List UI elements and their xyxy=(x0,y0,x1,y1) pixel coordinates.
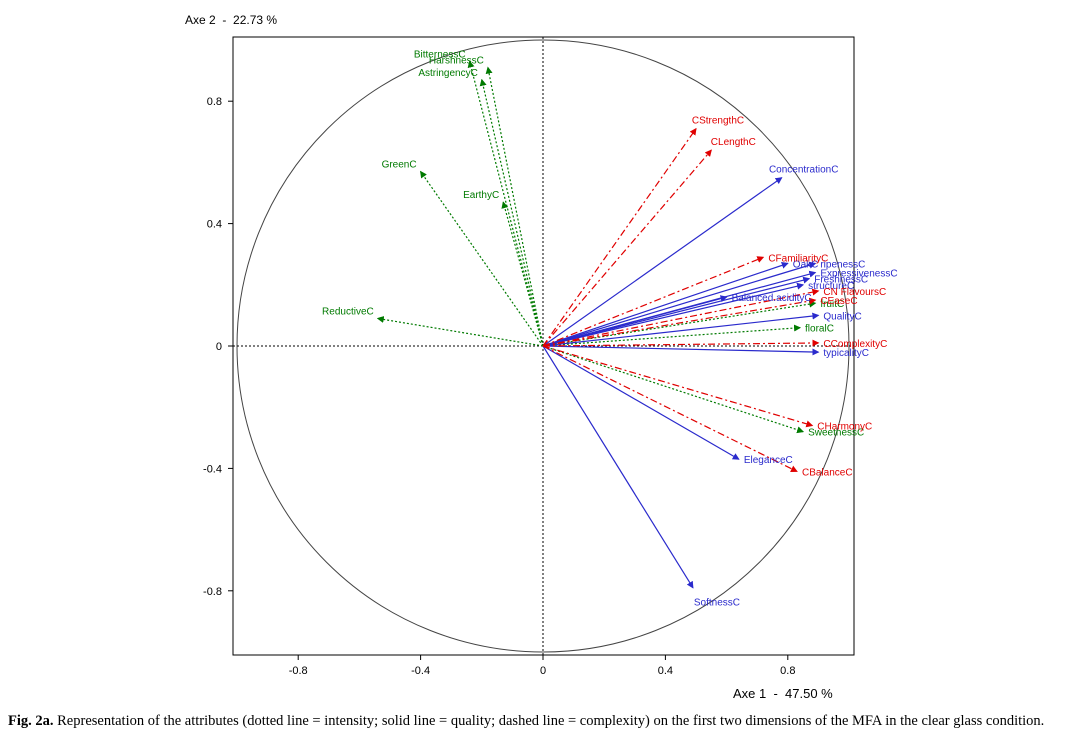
vector-label-concentrationc: ConcentrationC xyxy=(769,165,838,176)
vector-harshnessc xyxy=(485,66,544,347)
y-axis-title: Axe 2 - 22.73 % xyxy=(185,13,277,27)
vector-label-fruitc: fruitC xyxy=(820,299,844,310)
vector-cbalancec xyxy=(542,345,798,472)
vector-ccomplexityc xyxy=(542,339,820,347)
y-tick-label: -0.4 xyxy=(203,463,222,475)
vector-typicalityc xyxy=(542,345,820,356)
x-tick-label: -0.4 xyxy=(411,665,430,677)
vector-label-clengthc: CLengthC xyxy=(711,137,756,148)
vector-sweetnessc xyxy=(542,345,805,434)
vector-earthyc xyxy=(501,201,544,347)
vector-oakc xyxy=(542,261,789,347)
vector-label-astringencyc: AstringencyC xyxy=(418,68,477,79)
vector-astringencyc xyxy=(479,78,544,347)
vector-label-expressivenessc: ExpressivenessC xyxy=(820,269,897,280)
vector-greenc xyxy=(420,170,544,347)
x-axis-title: Axe 1 - 47.50 % xyxy=(733,686,833,701)
x-tick-label: 0.4 xyxy=(658,665,673,677)
vector-balanced-acidityc xyxy=(542,295,728,347)
vector-bitternessc xyxy=(467,60,544,347)
vector-label-typicalityc: typicalityC xyxy=(823,348,869,359)
vector-label-ccomplexityc: CComplexityC xyxy=(823,339,887,350)
vector-label-charmonyc: CHarmonyC xyxy=(817,422,872,433)
vector-label-balanced-acidityc: Balanced.acidityC xyxy=(732,293,812,304)
vector-label-structurec: structureC xyxy=(808,281,854,292)
vector-label-cn-flavoursc: CN FlavoursC xyxy=(823,287,886,298)
vector-concentrationc xyxy=(542,177,783,347)
vector-label-reductivec: ReductiveC xyxy=(322,306,374,317)
vector-label-freshnessc: FreshnessC xyxy=(814,275,868,286)
vector-label-cstrengthc: CStrengthC xyxy=(692,116,744,127)
vector-label-earthyc: EarthyC xyxy=(463,190,499,201)
caption-label: Fig. 2a. xyxy=(8,713,54,729)
vector-cfamiliarityc xyxy=(542,256,765,347)
vector-label-elegancec: EleganceC xyxy=(744,455,793,466)
vector-label-greenc: GreenC xyxy=(382,160,417,171)
vector-elegancec xyxy=(542,345,740,460)
caption-text: Representation of the attributes (dotted… xyxy=(53,713,1045,729)
y-tick-label: 0.4 xyxy=(207,219,222,231)
figure-caption: Fig. 2a. Representation of the attribute… xyxy=(8,712,1074,731)
y-tick-label: 0 xyxy=(216,341,222,353)
vector-structurec xyxy=(542,282,805,347)
vector-label-bitternessc: BitternessC xyxy=(414,49,466,60)
mfa-correlation-chart: -0.8 -0.4 0 0.4 0.8 0.8 0.4 0 -0.4 -0.8 Bitternes… xyxy=(185,13,898,701)
vector-ripenessc xyxy=(542,261,817,347)
vector-cstrengthc xyxy=(542,127,697,347)
vector-softnessc xyxy=(542,345,694,589)
vector-label-cfamiliarityc: CFamiliarityC xyxy=(768,253,828,264)
x-tick-label: -0.8 xyxy=(289,665,308,677)
vector-label-oakc: OakC xyxy=(793,259,819,270)
vector-label-harshnessc: HarshnessC xyxy=(429,56,484,67)
x-tick-label: 0 xyxy=(540,665,546,677)
vector-qualityc xyxy=(542,312,820,347)
y-tick-label: 0.8 xyxy=(207,96,222,108)
y-tick-label: -0.8 xyxy=(203,586,222,598)
vector-label-cbalancec: CBalanceC xyxy=(802,467,853,478)
vector-clengthc xyxy=(542,149,712,347)
vector-label-ripenessc: ripenessC xyxy=(820,259,865,270)
x-tick-label: 0.8 xyxy=(780,665,795,677)
vector-ceasec xyxy=(542,297,817,347)
vector-label-softnessc: SoftnessC xyxy=(694,598,740,609)
vector-charmonyc xyxy=(542,345,814,428)
vector-cn-flavoursc xyxy=(542,288,820,347)
vector-label-sweetnessc: SweetnessC xyxy=(808,428,864,439)
vector-label-floralc: floralC xyxy=(805,324,834,335)
vector-floralc xyxy=(542,324,802,347)
vector-label-ceasec: CEaseC xyxy=(820,296,857,307)
vector-reductivec xyxy=(376,315,544,347)
vector-label-qualityc: QualityC xyxy=(823,311,861,322)
